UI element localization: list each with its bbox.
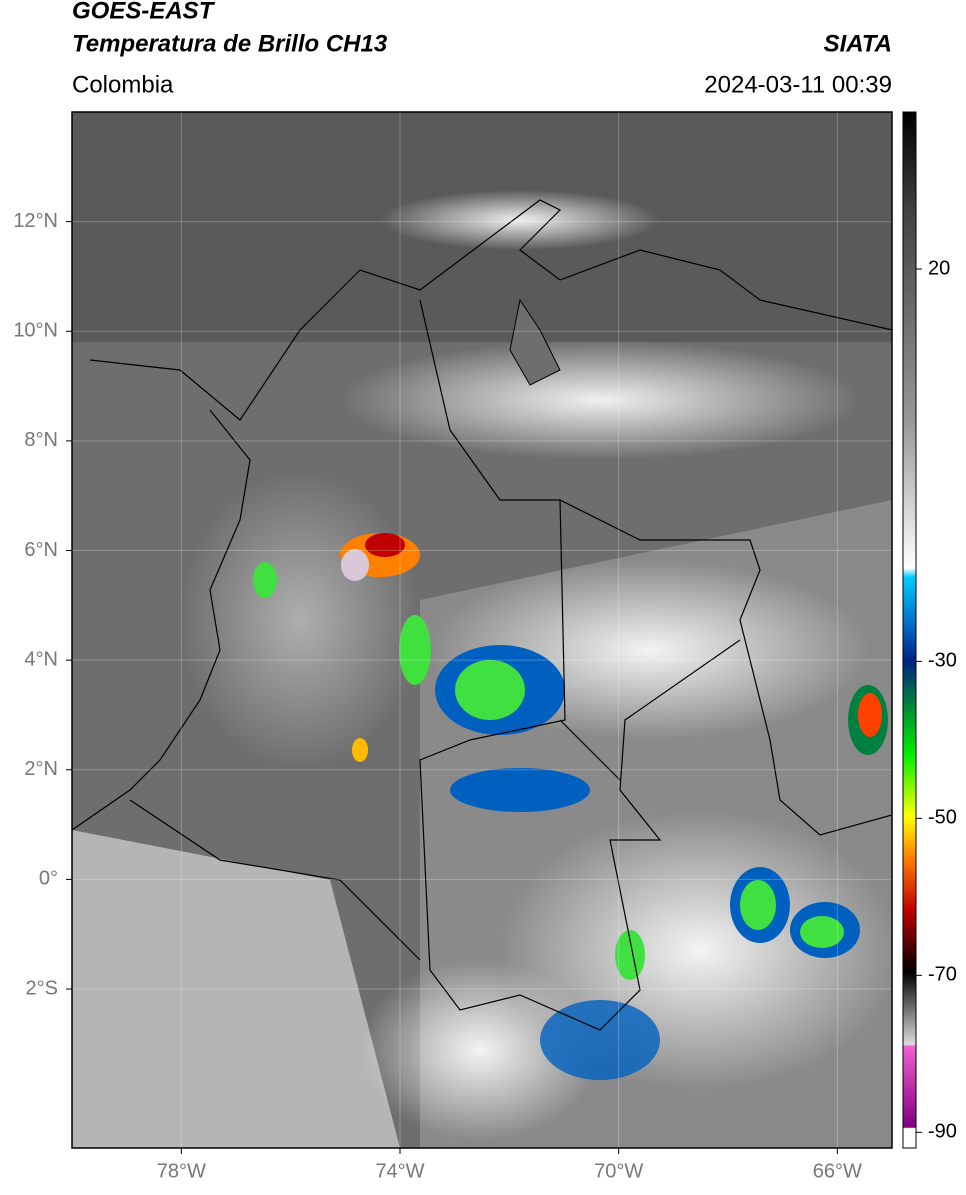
colorbar-tick-label: -50 (928, 807, 957, 829)
y-tick-label: 2°N (24, 758, 58, 780)
y-tick-label: 6°N (24, 539, 58, 561)
colorbar (902, 111, 917, 1149)
datetime: 2024-03-11 00:39 (704, 71, 892, 98)
y-tick-label: 2°S (26, 977, 58, 999)
source: SIATA (824, 30, 892, 57)
x-tick-label: 74°W (375, 1160, 424, 1182)
map-image (72, 112, 892, 1148)
region: Colombia (72, 71, 174, 98)
y-tick-label: 12°N (13, 210, 58, 232)
y-tick-label: 10°N (13, 320, 58, 342)
y-tick-label: 4°N (24, 648, 58, 670)
colorbar-tick-label: -90 (928, 1121, 957, 1143)
title: GOES-EAST (72, 0, 216, 24)
map-frame (71, 111, 893, 1149)
x-tick-label: 70°W (594, 1160, 643, 1182)
colorbar-tick-label: -70 (928, 964, 957, 986)
y-tick-label: 0° (39, 868, 58, 890)
graticule (72, 112, 892, 1148)
y-tick-label: 8°N (24, 429, 58, 451)
colorbar-tick-label: 20 (928, 257, 950, 279)
x-tick-label: 66°W (813, 1160, 862, 1182)
colorbar-tick-label: -30 (928, 650, 957, 672)
subtitle: Temperatura de Brillo CH13 (72, 30, 388, 57)
x-tick-label: 78°W (157, 1160, 206, 1182)
